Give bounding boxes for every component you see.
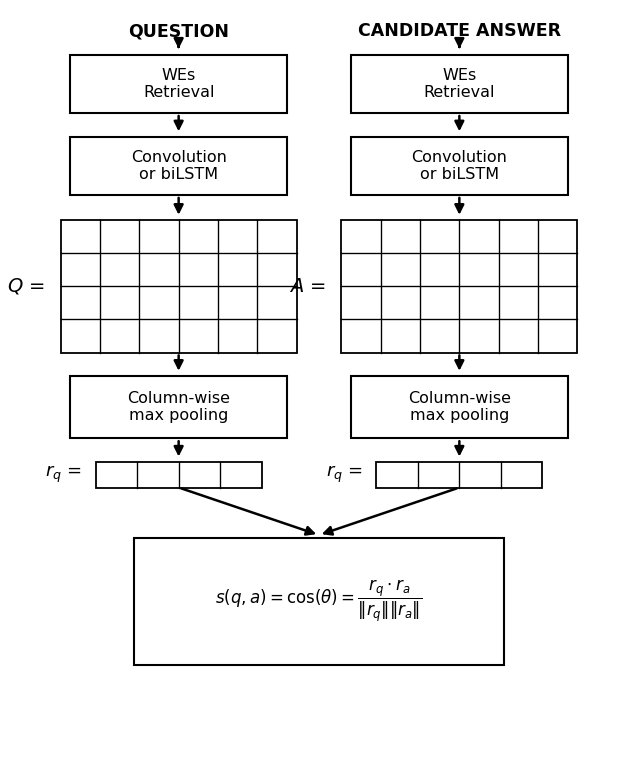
Text: Convolution
or biLSTM: Convolution or biLSTM: [412, 150, 507, 182]
FancyBboxPatch shape: [351, 136, 568, 195]
FancyBboxPatch shape: [351, 55, 568, 113]
FancyBboxPatch shape: [70, 55, 287, 113]
FancyBboxPatch shape: [70, 136, 287, 195]
Text: Convolution
or biLSTM: Convolution or biLSTM: [131, 150, 226, 182]
Text: Column-wise
max pooling: Column-wise max pooling: [127, 391, 230, 424]
FancyBboxPatch shape: [351, 376, 568, 438]
Bar: [134, 538, 504, 665]
Text: QUESTION: QUESTION: [128, 22, 229, 41]
Bar: [96, 462, 262, 488]
Text: $r_q$ =: $r_q$ =: [45, 464, 82, 485]
Text: Column-wise
max pooling: Column-wise max pooling: [408, 391, 511, 424]
Text: CANDIDATE ANSWER: CANDIDATE ANSWER: [358, 22, 561, 41]
FancyBboxPatch shape: [70, 376, 287, 438]
Text: $Q$ =: $Q$ =: [7, 276, 45, 296]
Bar: [376, 462, 542, 488]
Bar: [61, 220, 297, 353]
Text: WEs
Retrieval: WEs Retrieval: [424, 68, 495, 100]
Bar: [341, 220, 577, 353]
Text: $A$ =: $A$ =: [288, 277, 325, 296]
Text: WEs
Retrieval: WEs Retrieval: [143, 68, 214, 100]
Text: $r_q$ =: $r_q$ =: [325, 464, 362, 485]
Text: $s(q,a) = \cos(\theta) = \dfrac{r_q \cdot r_a}{\|r_q\|\|r_a\|}$: $s(q,a) = \cos(\theta) = \dfrac{r_q \cdo…: [216, 578, 422, 625]
